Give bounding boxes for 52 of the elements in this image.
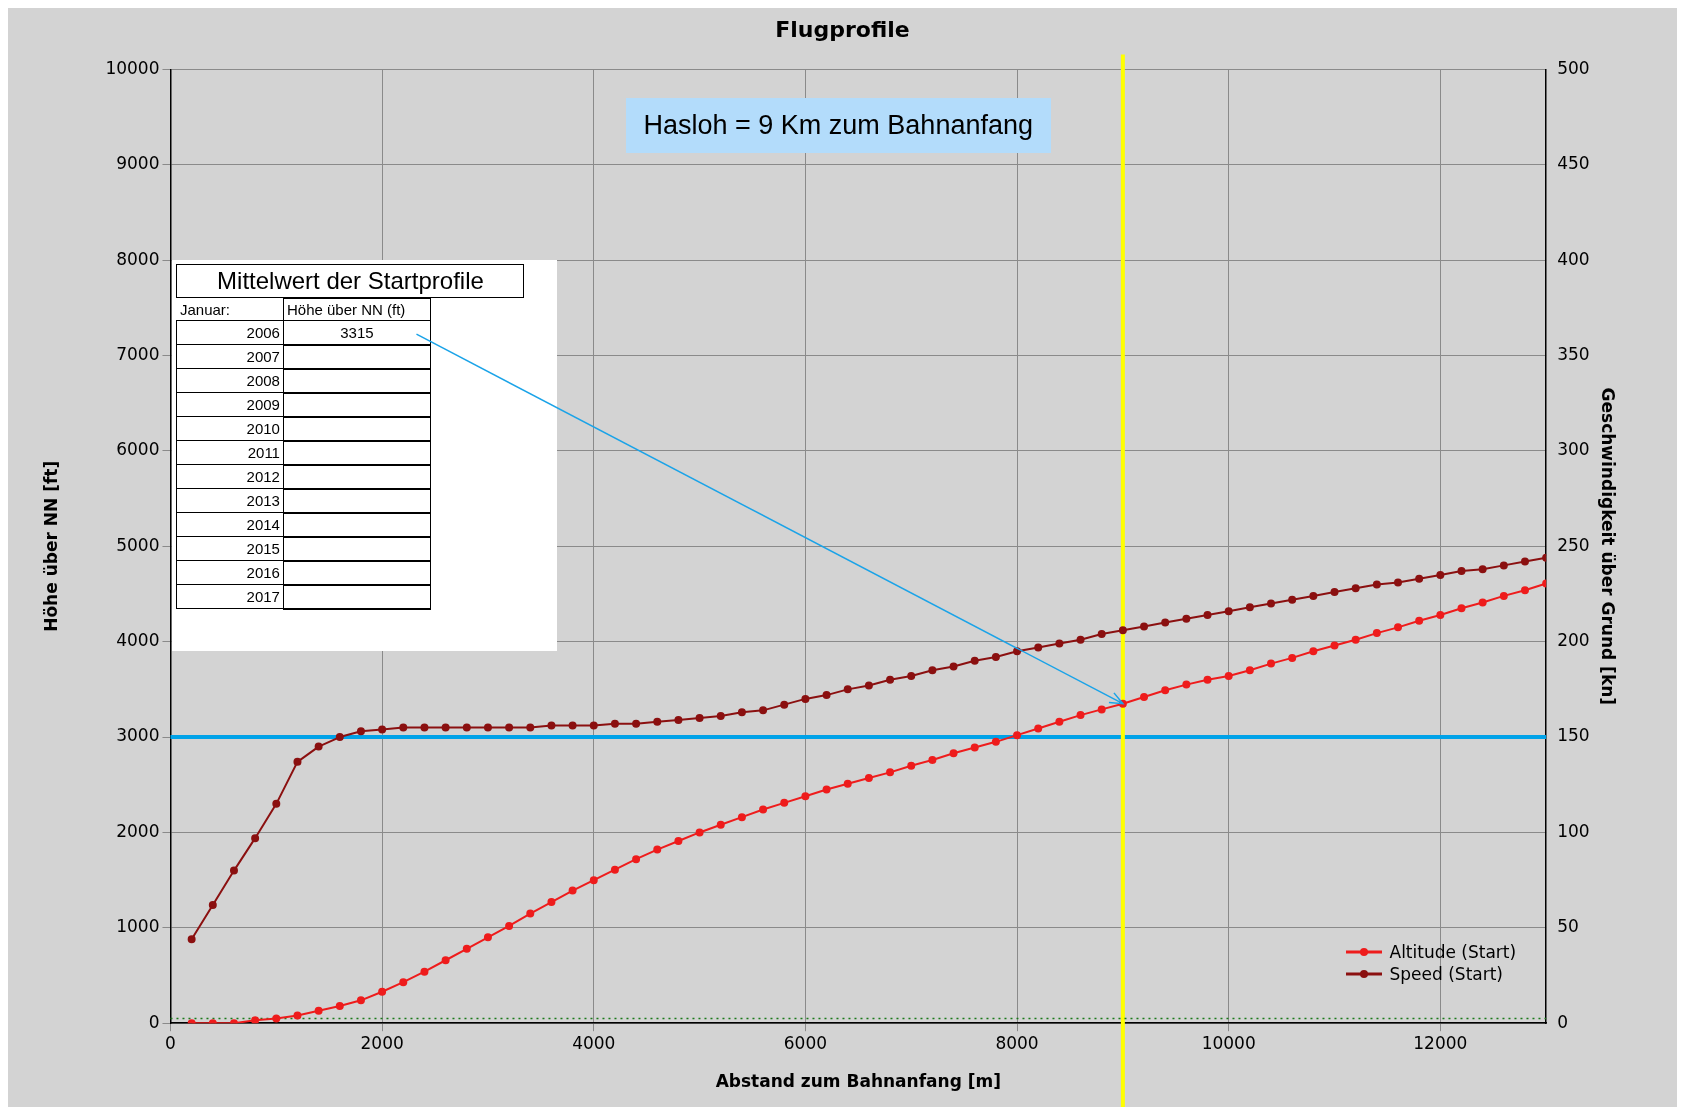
annotation: Januar:: [176, 298, 284, 321]
y-tick-label: 5000: [116, 534, 160, 555]
y-tick-label: 9000: [116, 153, 160, 174]
x-tick-label: 2000: [360, 1032, 404, 1053]
annotation: 2007: [176, 344, 284, 369]
x-tick-label: 6000: [783, 1032, 828, 1053]
x-tick-label: 10000: [1201, 1032, 1256, 1053]
annotation: 2016: [176, 560, 284, 585]
y-tick-label: 10000: [105, 57, 160, 78]
y-tick-label: 1000: [116, 916, 160, 937]
y-tick-label: 2000: [116, 820, 160, 841]
x-axis-title: Abstand zum Bahnanfang [m]: [715, 1071, 1002, 1092]
y-axis-title: Höhe über NN [ft]: [40, 460, 61, 632]
y-tick-label: 3000: [116, 725, 160, 746]
annotation: 2010: [176, 416, 284, 441]
y-tick-label: 8000: [116, 248, 160, 269]
annotation: 2012: [176, 464, 284, 489]
y2-tick-label: 350: [1557, 343, 1590, 364]
y2-tick-label: 100: [1557, 820, 1590, 841]
annotation: 2014: [176, 512, 284, 537]
chart-title: Flugprofile: [775, 16, 910, 42]
y2-tick-label: 400: [1557, 248, 1590, 269]
y2-tick-label: 250: [1557, 534, 1590, 555]
y2-tick-label: 300: [1557, 439, 1590, 460]
annotation: 2011: [176, 440, 284, 465]
y2-tick-label: 500: [1557, 57, 1590, 78]
x-tick-label: 0: [165, 1032, 176, 1053]
annotation: 2013: [176, 488, 284, 513]
annotation: 3315: [283, 320, 431, 345]
y-tick-label: 6000: [116, 439, 160, 460]
y2-tick-label: 0: [1557, 1011, 1568, 1032]
y-tick-label: 0: [148, 1011, 160, 1032]
annotation: 2015: [176, 536, 284, 561]
legend-label: Altitude (Start): [1389, 942, 1517, 963]
y-tick-label: 7000: [116, 343, 160, 364]
annotation: 2009: [176, 392, 284, 417]
x-tick-label: 8000: [995, 1032, 1039, 1053]
annotation: 2017: [176, 584, 284, 609]
y2-tick-label: 50: [1557, 916, 1579, 937]
legend-label: Speed (Start): [1389, 964, 1504, 985]
y2-tick-label: 450: [1557, 153, 1590, 174]
annotation: Mittelwert der Startprofile: [176, 264, 525, 299]
annotation: 2008: [176, 368, 284, 393]
y2-tick-label: 200: [1557, 630, 1590, 651]
annotation: Hasloh = 9 Km zum Bahnanfang: [625, 98, 1051, 153]
x-tick-label: 12000: [1413, 1032, 1468, 1053]
annotation: Höhe über NN (ft): [283, 298, 431, 321]
y2-tick-label: 150: [1557, 725, 1590, 746]
y2-axis-title: Geschwindigkeit über Grund [kn]: [1598, 387, 1619, 706]
y-tick-label: 4000: [116, 630, 160, 651]
x-tick-label: 4000: [572, 1032, 616, 1053]
annotation: 2006: [176, 320, 284, 345]
